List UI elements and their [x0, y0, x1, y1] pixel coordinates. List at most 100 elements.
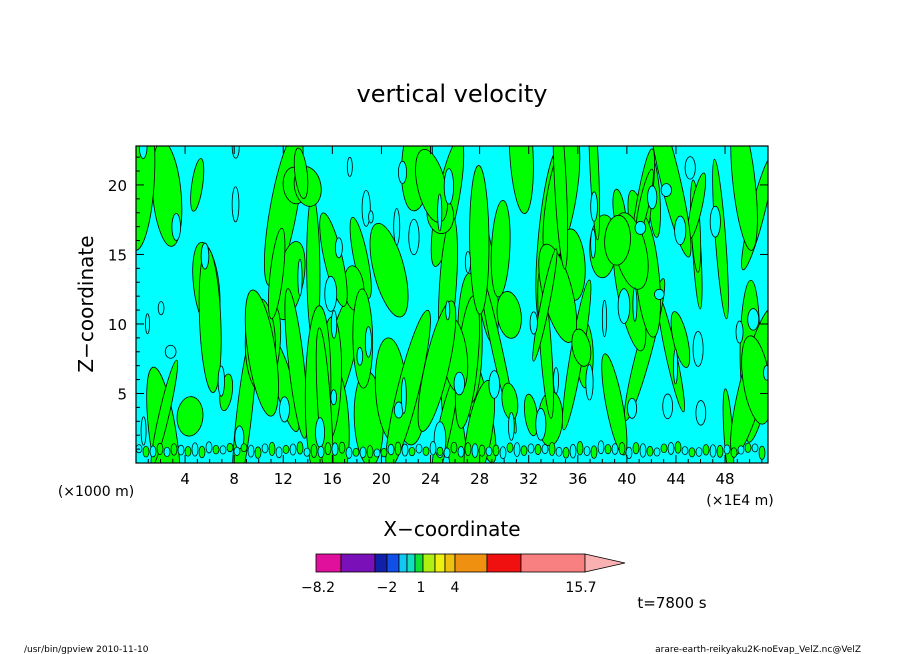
updraft-cell [176, 396, 204, 437]
downdraft-cell [692, 331, 704, 367]
surface-cell [219, 445, 227, 455]
surface-cell [541, 444, 549, 455]
downdraft-cell [660, 183, 672, 197]
downdraft-cell [601, 299, 608, 338]
updraft-cell [150, 359, 179, 463]
downdraft-cell [709, 205, 721, 238]
downdraft-cell [529, 311, 538, 335]
downdraft-cell [695, 400, 707, 426]
colorbar-segment [374, 553, 388, 573]
surface-cell [289, 443, 297, 456]
surface-cell [170, 443, 178, 456]
surface-cell [226, 442, 234, 453]
colorbar-label: 1 [417, 580, 426, 596]
field-contours [136, 146, 768, 463]
updraft-cell [532, 248, 558, 362]
surface-cell [373, 448, 381, 458]
surface-cell [429, 441, 437, 456]
surface-cell [359, 446, 367, 459]
updraft-cell [136, 146, 156, 251]
surface-cell [625, 446, 633, 460]
surface-cell [380, 448, 388, 458]
downdraft-cell [508, 412, 515, 441]
downdraft-cell [324, 275, 338, 312]
downdraft-cell [590, 191, 598, 222]
surface-cell [492, 444, 500, 457]
x-tick-label: 4 [180, 470, 190, 488]
surface-cell [646, 446, 654, 457]
x-tick-label: 20 [372, 470, 391, 488]
x-tick-label: 16 [323, 470, 342, 488]
downdraft-cell [231, 186, 240, 223]
surface-cell [632, 442, 640, 455]
surface-cell [548, 442, 556, 456]
y-axis-label: Z−coordinate [74, 235, 98, 372]
surface-cell [345, 446, 353, 459]
downdraft-cell [647, 185, 658, 210]
surface-cell [730, 447, 738, 458]
colorbar-segment [398, 553, 408, 573]
downdraft-cell [617, 288, 631, 324]
surface-cell [247, 444, 255, 458]
time-label: t=7800 s [637, 594, 706, 612]
updraft-cell [369, 222, 409, 318]
updraft-cell [741, 335, 768, 425]
surface-cell [506, 442, 514, 453]
downdraft-cell [535, 407, 547, 441]
colorbar-segment [340, 553, 376, 573]
downdraft-cell [364, 326, 372, 358]
updraft-cell [385, 309, 431, 463]
downdraft-cell [634, 220, 647, 235]
surface-cell [478, 444, 486, 457]
surface-cell [457, 446, 465, 458]
footer-left: /usr/bin/gpview 2010-11-10 [24, 645, 149, 654]
surface-cell [520, 445, 528, 456]
downdraft-cell [627, 397, 638, 419]
surface-cell [268, 441, 276, 456]
downdraft-cell [346, 156, 353, 177]
colorbar-label: −2 [377, 580, 398, 596]
updraft-cell [463, 380, 496, 463]
x-tick-label: 28 [470, 470, 489, 488]
updraft-cell [604, 214, 631, 266]
downdraft-cell [398, 160, 408, 184]
surface-cell [597, 440, 605, 455]
surface-cell [163, 446, 171, 458]
surface-cell [149, 445, 157, 458]
chart-title: vertical velocity [357, 80, 548, 108]
updraft-cell [571, 328, 592, 367]
surface-cell [387, 443, 395, 456]
x-tick-label: 24 [421, 470, 440, 488]
downdraft-cell [674, 215, 687, 246]
downdraft-cell [632, 287, 638, 322]
surface-cell [156, 442, 164, 455]
surface-cell [205, 441, 213, 454]
downdraft-cell [171, 213, 181, 241]
surface-cell [408, 446, 416, 457]
surface-cell [660, 443, 668, 454]
surface-cell [758, 445, 766, 460]
surface-cell [443, 447, 451, 459]
updraft-cell [284, 288, 308, 439]
downdraft-cell [553, 367, 559, 394]
x-unit-right: (×1E4 m) [706, 493, 773, 509]
updraft-cell [146, 366, 181, 463]
downdraft-cell [231, 146, 240, 159]
x-axis: 4 8 12 16 20 24 28 32 36 40 44 48 [147, 146, 763, 488]
surface-cell [450, 441, 458, 454]
downdraft-cell [437, 193, 443, 232]
surface-cell [282, 445, 290, 454]
updraft-cell [268, 227, 286, 320]
downdraft-cell [400, 377, 407, 414]
surface-cell [394, 441, 402, 456]
surface-cell [331, 442, 339, 456]
colorbar-segment [315, 553, 342, 573]
downdraft-cell [368, 210, 374, 224]
surface-cell [184, 446, 192, 457]
x-tick-label: 40 [617, 470, 636, 488]
surface-cell [352, 447, 360, 457]
x-tick-label: 44 [666, 470, 685, 488]
updraft-cell [601, 353, 628, 456]
surface-cell [275, 446, 283, 459]
y-tick-label: 15 [108, 246, 127, 264]
